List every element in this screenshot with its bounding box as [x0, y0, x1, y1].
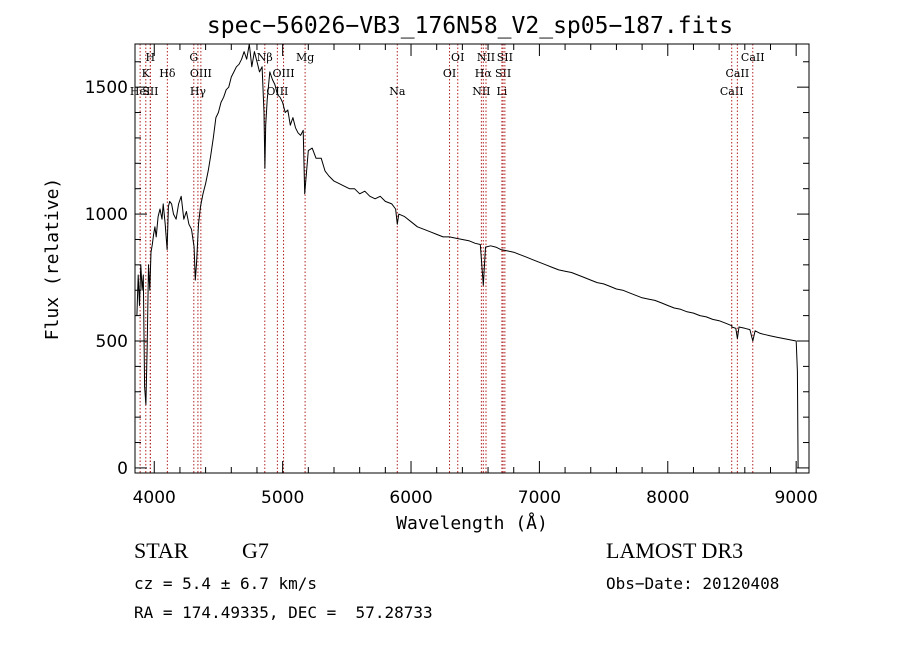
- x-tick-label-5000: 5000: [261, 488, 304, 508]
- x-tick-label-9000: 9000: [775, 488, 818, 508]
- y-tick-label-0: 0: [117, 459, 128, 479]
- marker-label-16: Hα: [475, 67, 493, 80]
- plot-frame: [134, 43, 810, 474]
- marker-label-22: CaII: [726, 67, 750, 80]
- obs-date: Obs−Date: 20120408: [606, 574, 780, 593]
- x-tick-label-4000: 4000: [133, 488, 176, 508]
- object-class: STAR: [134, 538, 189, 563]
- series-line-flux: [136, 43, 799, 468]
- y-tick-label-1500: 1500: [85, 78, 128, 98]
- marker-label-9: OIII: [266, 85, 288, 98]
- marker-label-8: Nβ: [257, 51, 273, 64]
- marker-label-5: G: [189, 51, 198, 64]
- marker-label-19: SII: [495, 67, 511, 80]
- x-tick-label-8000: 8000: [646, 488, 689, 508]
- marker-label-3: SII: [142, 85, 158, 98]
- marker-label-6: Hγ: [190, 85, 207, 98]
- marker-label-13: OI: [443, 67, 456, 80]
- x-tick-label-7000: 7000: [518, 488, 561, 508]
- x-axis-label: Wavelength (Å): [396, 512, 548, 534]
- marker-label-10: OIII: [273, 67, 295, 80]
- y-tick-label-1000: 1000: [85, 205, 128, 225]
- y-tick-label-500: 500: [96, 332, 128, 352]
- chart-title: spec−56026−VB3_176N58_V2_sp05−187.fits: [207, 13, 733, 39]
- marker-label-18: Li: [496, 85, 507, 98]
- marker-label-21: CaII: [720, 85, 744, 98]
- x-tick-label-6000: 6000: [389, 488, 432, 508]
- marker-label-17: NII: [477, 51, 495, 64]
- marker-label-14: OI: [451, 51, 464, 64]
- marker-label-7: OIII: [190, 67, 212, 80]
- axis-ticks: 4000 5000 6000 7000 8000 9000 0 500 1000 1500: [85, 44, 818, 508]
- marker-label-23: CaII: [741, 51, 765, 64]
- marker-label-2: H: [145, 51, 155, 64]
- redshift-cz: cz = 5.4 ± 6.7 km/s: [134, 574, 318, 593]
- survey-name: LAMOST DR3: [606, 538, 744, 563]
- line-markers: HeIKHSIIHδGHγOIIINβOIIIOIIIMgNaOIOINIIHα…: [130, 44, 765, 473]
- marker-label-20: SII: [497, 51, 513, 64]
- y-axis-label: Flux (relative): [42, 178, 63, 341]
- marker-label-4: Hδ: [159, 67, 176, 80]
- ra-dec-coords: RA = 174.49335, DEC = 57.28733: [134, 603, 433, 622]
- marker-label-11: Mg: [296, 51, 314, 64]
- marker-label-1: K: [142, 67, 151, 80]
- series-group: [136, 43, 799, 468]
- marker-label-15: NII: [472, 85, 490, 98]
- marker-label-12: Na: [389, 85, 406, 98]
- object-subclass: G7: [242, 538, 269, 563]
